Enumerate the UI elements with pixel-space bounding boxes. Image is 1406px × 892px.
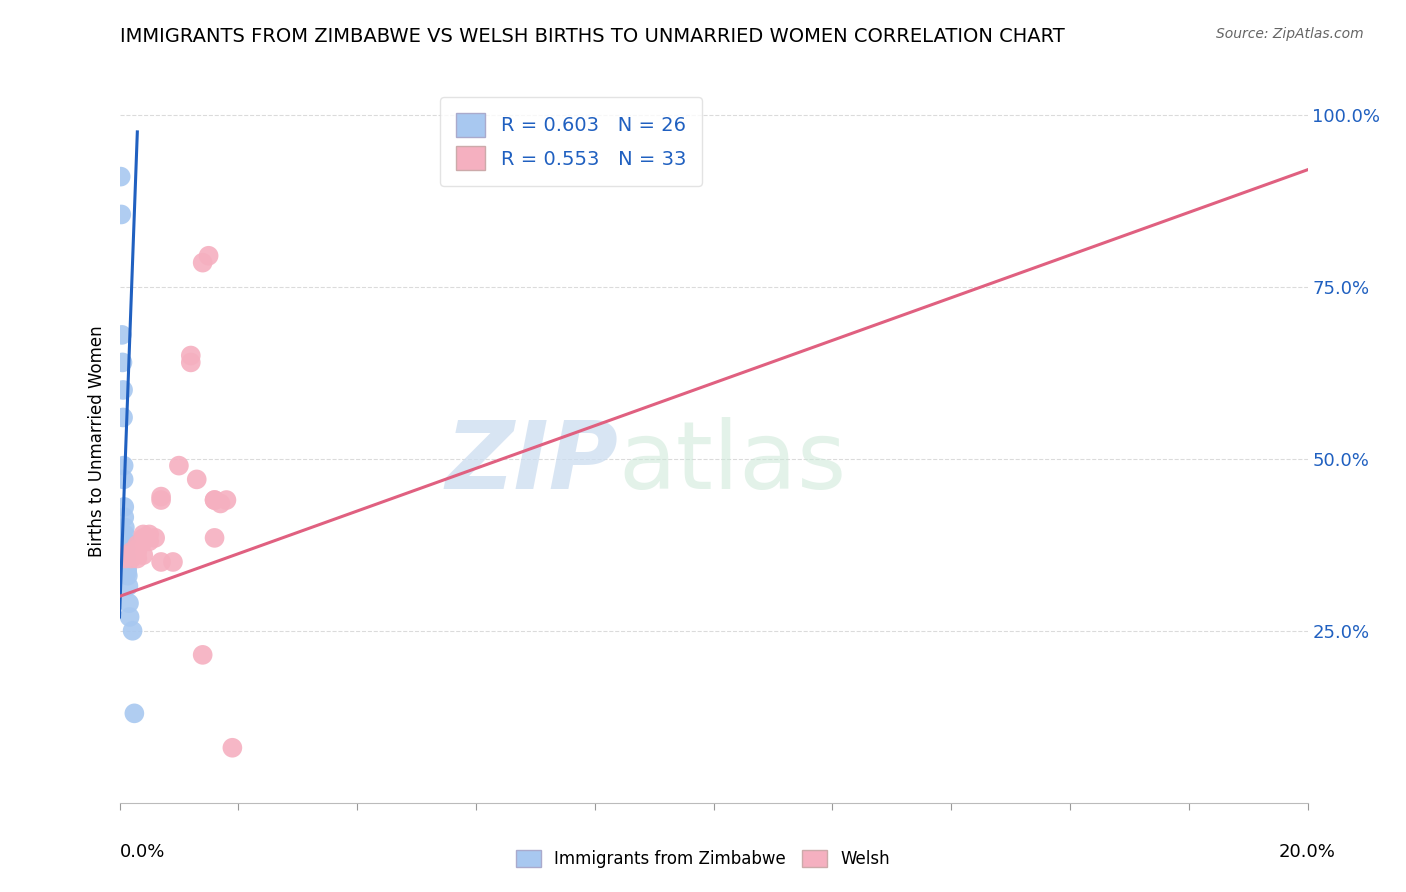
Point — [117, 568, 139, 582]
Point — [111, 327, 134, 342]
Point — [132, 548, 155, 562]
Point — [121, 624, 143, 638]
Point — [114, 541, 136, 556]
Point — [197, 249, 219, 263]
Point — [221, 740, 243, 755]
Point — [112, 383, 135, 397]
Point — [120, 551, 142, 566]
Point — [150, 555, 173, 569]
Text: 0.0%: 0.0% — [120, 843, 165, 861]
Point — [180, 349, 202, 363]
Point — [132, 527, 155, 541]
Point — [114, 527, 136, 541]
Point — [120, 544, 142, 558]
Point — [115, 558, 138, 573]
Text: Source: ZipAtlas.com: Source: ZipAtlas.com — [1216, 27, 1364, 41]
Point — [112, 458, 135, 473]
Point — [150, 490, 173, 504]
Point — [186, 472, 208, 486]
Point — [150, 493, 173, 508]
Point — [111, 355, 134, 369]
Point — [138, 534, 160, 549]
Point — [118, 596, 141, 610]
Point — [118, 610, 141, 624]
Point — [114, 534, 136, 549]
Point — [127, 551, 149, 566]
Text: IMMIGRANTS FROM ZIMBABWE VS WELSH BIRTHS TO UNMARRIED WOMEN CORRELATION CHART: IMMIGRANTS FROM ZIMBABWE VS WELSH BIRTHS… — [120, 27, 1064, 45]
Point — [127, 544, 149, 558]
Point — [115, 562, 138, 576]
Point — [132, 534, 155, 549]
Text: ZIP: ZIP — [446, 417, 619, 509]
Text: atlas: atlas — [619, 417, 846, 509]
Point — [167, 458, 190, 473]
Point — [120, 548, 142, 562]
Point — [115, 566, 138, 580]
Point — [209, 496, 232, 510]
Point — [191, 255, 214, 269]
Y-axis label: Births to Unmarried Women: Births to Unmarried Women — [87, 326, 105, 558]
Point — [191, 648, 214, 662]
Point — [204, 493, 226, 508]
Point — [204, 531, 226, 545]
Point — [180, 355, 202, 369]
Point — [110, 169, 132, 184]
Point — [114, 548, 136, 562]
Point — [162, 555, 184, 569]
Point — [112, 500, 135, 514]
Point — [215, 493, 238, 508]
Point — [114, 548, 136, 562]
Point — [127, 538, 149, 552]
Point — [143, 531, 166, 545]
Point — [112, 410, 135, 425]
Point — [115, 555, 138, 569]
Legend: R = 0.603   N = 26, R = 0.553   N = 33: R = 0.603 N = 26, R = 0.553 N = 33 — [440, 97, 702, 186]
Point — [115, 551, 138, 566]
Point — [204, 493, 226, 508]
Point — [114, 520, 136, 534]
Legend: Immigrants from Zimbabwe, Welsh: Immigrants from Zimbabwe, Welsh — [509, 843, 897, 875]
Point — [138, 527, 160, 541]
Point — [117, 579, 139, 593]
Text: 20.0%: 20.0% — [1279, 843, 1336, 861]
Point — [124, 706, 146, 721]
Point — [114, 551, 136, 566]
Point — [110, 207, 132, 221]
Point — [132, 531, 155, 545]
Point — [112, 472, 135, 486]
Point — [112, 510, 135, 524]
Point — [127, 541, 149, 556]
